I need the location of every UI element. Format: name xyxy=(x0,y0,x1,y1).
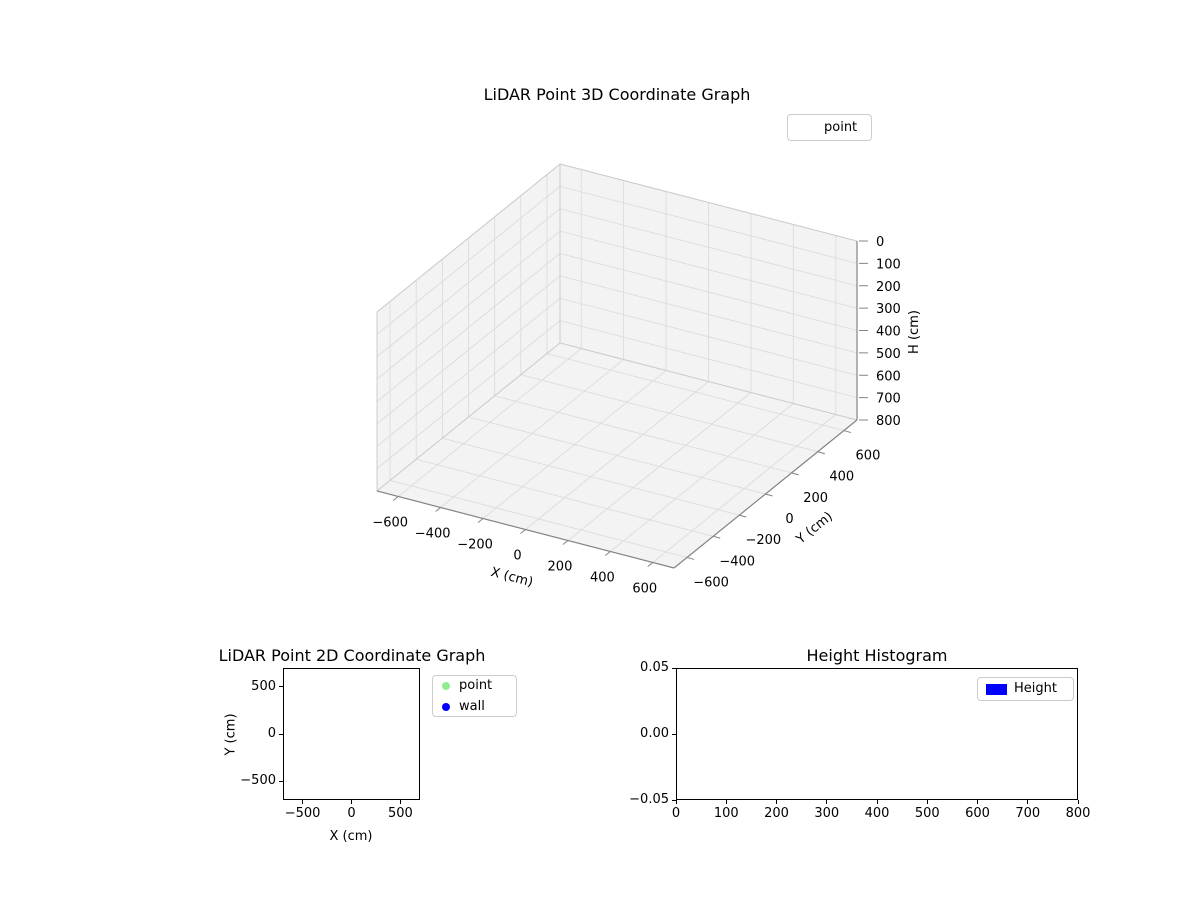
y-tick-mark xyxy=(279,780,283,782)
x-tick-mark xyxy=(826,800,828,804)
wall-marker-icon xyxy=(442,702,450,711)
x-tick-label: 500 xyxy=(914,806,940,821)
svg-text:−400: −400 xyxy=(719,554,755,569)
svg-text:400: 400 xyxy=(876,325,901,340)
y-tick-mark xyxy=(672,733,676,735)
legend-item-point: point xyxy=(442,678,516,694)
y-tick-label: 0.00 xyxy=(640,726,669,741)
legend-item-point: point xyxy=(798,120,871,136)
legend-item-height: Height xyxy=(986,681,1073,697)
x-tick-label: 100 xyxy=(713,806,739,821)
tick-marks xyxy=(392,240,868,567)
legend-label: Height xyxy=(1014,681,1057,696)
hist-legend: Height xyxy=(977,677,1074,701)
plot2d-title: LiDAR Point 2D Coordinate Graph xyxy=(218,646,486,665)
svg-text:−400: −400 xyxy=(415,527,451,542)
legend-label: point xyxy=(459,677,493,693)
x-tick-mark xyxy=(876,800,878,804)
y-tick-label: 500 xyxy=(251,678,276,694)
svg-text:200: 200 xyxy=(803,491,828,506)
svg-text:600: 600 xyxy=(856,449,881,464)
svg-text:−200: −200 xyxy=(745,533,781,548)
svg-text:600: 600 xyxy=(876,369,901,384)
legend-label: point xyxy=(824,119,858,135)
x-tick-label: 800 xyxy=(1065,806,1091,821)
svg-text:H (cm): H (cm) xyxy=(907,310,922,354)
svg-text:0: 0 xyxy=(785,512,793,527)
svg-text:800: 800 xyxy=(876,414,901,429)
svg-text:−600: −600 xyxy=(693,575,729,590)
svg-text:200: 200 xyxy=(876,280,901,295)
x-tick-label: 400 xyxy=(864,806,890,821)
empty-marker-handle xyxy=(798,124,824,132)
svg-text:100: 100 xyxy=(876,257,901,272)
svg-text:−600: −600 xyxy=(372,516,408,531)
y-tick-mark xyxy=(279,733,283,735)
height-swatch-icon xyxy=(986,683,1007,695)
y-tick-mark xyxy=(672,799,676,801)
x-tick-mark xyxy=(926,800,928,804)
x-tick-mark xyxy=(1077,800,1079,804)
hist-title: Height Histogram xyxy=(806,646,948,665)
legend-label: wall xyxy=(459,698,485,714)
legend-item-wall: wall xyxy=(442,699,516,715)
svg-text:X (cm): X (cm) xyxy=(489,565,534,590)
x-tick-label: 700 xyxy=(1015,806,1041,821)
svg-text:700: 700 xyxy=(876,392,901,407)
plot2d-plot-area xyxy=(283,668,420,800)
point-marker-icon xyxy=(442,681,450,690)
x-tick-mark xyxy=(399,800,401,804)
plot3d-title: LiDAR Point 3D Coordinate Graph xyxy=(483,85,751,104)
svg-text:−200: −200 xyxy=(457,538,493,553)
y-tick-label: 0.05 xyxy=(640,660,669,675)
y-tick-label: −500 xyxy=(240,773,276,789)
x-tick-mark xyxy=(1027,800,1029,804)
x-tick-mark xyxy=(977,800,978,804)
x-tick-mark xyxy=(675,800,677,804)
plot2d-ylabel: Y (cm) xyxy=(223,713,239,756)
svg-text:500: 500 xyxy=(876,347,901,362)
x-tick-mark xyxy=(351,800,352,804)
svg-text:0: 0 xyxy=(876,235,884,250)
y-tick-mark xyxy=(279,686,283,688)
plot2d-xlabel: X (cm) xyxy=(329,829,373,844)
pane-edges xyxy=(376,163,858,492)
y-tick-label: −0.05 xyxy=(629,792,669,807)
x-tick-label: 0 xyxy=(347,806,356,821)
x-tick-label: 500 xyxy=(388,806,413,821)
plot2d-legend: point wall xyxy=(432,675,517,717)
x-tick-mark xyxy=(302,800,304,804)
svg-text:Y (cm): Y (cm) xyxy=(793,509,836,548)
x-tick-mark xyxy=(776,800,777,804)
x-tick-label: −500 xyxy=(284,806,321,821)
x-tick-mark xyxy=(725,800,727,804)
x-tick-label: 300 xyxy=(814,806,840,821)
svg-text:0: 0 xyxy=(513,549,521,564)
x-tick-label: 200 xyxy=(764,806,789,821)
plot3d-legend: point xyxy=(787,114,872,141)
svg-text:200: 200 xyxy=(548,560,573,575)
svg-text:400: 400 xyxy=(590,571,615,586)
y-tick-label: 0 xyxy=(267,726,276,741)
x-tick-label: 600 xyxy=(965,806,990,821)
x-tick-label: 0 xyxy=(671,806,681,821)
y-tick-mark xyxy=(672,667,676,669)
svg-text:400: 400 xyxy=(829,470,854,485)
svg-text:600: 600 xyxy=(632,582,657,597)
svg-text:300: 300 xyxy=(876,302,901,317)
